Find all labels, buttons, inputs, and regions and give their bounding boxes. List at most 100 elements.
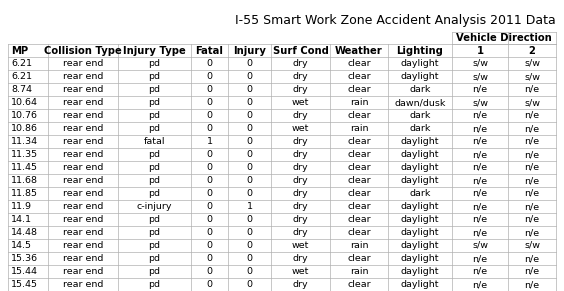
Text: s/w: s/w (524, 98, 540, 107)
Text: 14.5: 14.5 (11, 241, 32, 250)
Text: rear end: rear end (63, 280, 103, 289)
Text: Vehicle Direction: Vehicle Direction (456, 33, 552, 43)
Text: 0: 0 (246, 137, 253, 146)
Text: n/e: n/e (473, 150, 487, 159)
Text: clear: clear (347, 137, 371, 146)
Text: dry: dry (293, 228, 309, 237)
Text: pd: pd (148, 215, 161, 224)
Text: 15.44: 15.44 (11, 267, 38, 276)
Text: 1: 1 (477, 45, 483, 56)
Text: dark: dark (409, 111, 431, 120)
Text: clear: clear (347, 280, 371, 289)
Text: 0: 0 (246, 85, 253, 94)
Text: clear: clear (347, 85, 371, 94)
Text: daylight: daylight (401, 215, 439, 224)
Text: rear end: rear end (63, 150, 103, 159)
Text: 0: 0 (206, 59, 213, 68)
Text: 2: 2 (528, 45, 535, 56)
Text: 0: 0 (246, 189, 253, 198)
Text: Collision Type: Collision Type (44, 45, 122, 56)
Text: 0: 0 (206, 124, 213, 133)
Text: n/e: n/e (473, 111, 487, 120)
Text: rear end: rear end (63, 189, 103, 198)
Text: dry: dry (293, 111, 309, 120)
Text: 0: 0 (206, 241, 213, 250)
Text: pd: pd (148, 189, 161, 198)
Text: pd: pd (148, 241, 161, 250)
Text: pd: pd (148, 72, 161, 81)
Text: clear: clear (347, 189, 371, 198)
Text: dark: dark (409, 189, 431, 198)
Text: 0: 0 (206, 189, 213, 198)
Text: clear: clear (347, 254, 371, 263)
Text: dry: dry (293, 202, 309, 211)
Text: pd: pd (148, 176, 161, 185)
Text: n/e: n/e (525, 228, 540, 237)
Text: n/e: n/e (473, 254, 487, 263)
Text: rear end: rear end (63, 254, 103, 263)
Text: wet: wet (292, 267, 309, 276)
Text: dry: dry (293, 85, 309, 94)
Text: 0: 0 (246, 215, 253, 224)
Text: clear: clear (347, 111, 371, 120)
Text: Surf Cond: Surf Cond (272, 45, 328, 56)
Text: 1: 1 (206, 137, 213, 146)
Text: dry: dry (293, 254, 309, 263)
Text: 0: 0 (206, 228, 213, 237)
Text: n/e: n/e (473, 85, 487, 94)
Text: 0: 0 (246, 124, 253, 133)
Text: wet: wet (292, 124, 309, 133)
Text: n/e: n/e (473, 124, 487, 133)
Text: n/e: n/e (525, 124, 540, 133)
Text: 0: 0 (246, 176, 253, 185)
Text: n/e: n/e (473, 189, 487, 198)
Text: dry: dry (293, 72, 309, 81)
Text: n/e: n/e (473, 215, 487, 224)
Text: 11.45: 11.45 (11, 163, 38, 172)
Text: s/w: s/w (472, 241, 488, 250)
Text: 0: 0 (206, 267, 213, 276)
Text: 0: 0 (206, 176, 213, 185)
Text: MP: MP (11, 45, 28, 56)
Text: clear: clear (347, 215, 371, 224)
Text: n/e: n/e (525, 267, 540, 276)
Text: n/e: n/e (473, 163, 487, 172)
Text: n/e: n/e (525, 202, 540, 211)
Text: 0: 0 (206, 163, 213, 172)
Text: I-55 Smart Work Zone Accident Analysis 2011 Data: I-55 Smart Work Zone Accident Analysis 2… (235, 14, 556, 27)
Text: daylight: daylight (401, 267, 439, 276)
Text: dry: dry (293, 189, 309, 198)
Text: 15.45: 15.45 (11, 280, 38, 289)
Text: dry: dry (293, 215, 309, 224)
Text: pd: pd (148, 124, 161, 133)
Text: daylight: daylight (401, 59, 439, 68)
Text: dry: dry (293, 59, 309, 68)
Text: clear: clear (347, 59, 371, 68)
Text: rear end: rear end (63, 241, 103, 250)
Text: dry: dry (293, 163, 309, 172)
Text: 0: 0 (206, 254, 213, 263)
Text: rear end: rear end (63, 85, 103, 94)
Text: 0: 0 (246, 111, 253, 120)
Text: 0: 0 (206, 98, 213, 107)
Text: n/e: n/e (473, 280, 487, 289)
Text: 0: 0 (246, 150, 253, 159)
Text: Weather: Weather (335, 45, 383, 56)
Text: Lighting: Lighting (396, 45, 443, 56)
Text: n/e: n/e (525, 85, 540, 94)
Text: pd: pd (148, 228, 161, 237)
Text: pd: pd (148, 163, 161, 172)
Text: 1: 1 (246, 202, 253, 211)
Text: 0: 0 (206, 150, 213, 159)
Text: daylight: daylight (401, 202, 439, 211)
Text: clear: clear (347, 176, 371, 185)
Text: 11.34: 11.34 (11, 137, 38, 146)
Text: rear end: rear end (63, 267, 103, 276)
Text: pd: pd (148, 254, 161, 263)
Text: dawn/dusk: dawn/dusk (394, 98, 446, 107)
Text: n/e: n/e (525, 150, 540, 159)
Text: dry: dry (293, 150, 309, 159)
Text: rear end: rear end (63, 98, 103, 107)
Text: daylight: daylight (401, 137, 439, 146)
Text: n/e: n/e (525, 254, 540, 263)
